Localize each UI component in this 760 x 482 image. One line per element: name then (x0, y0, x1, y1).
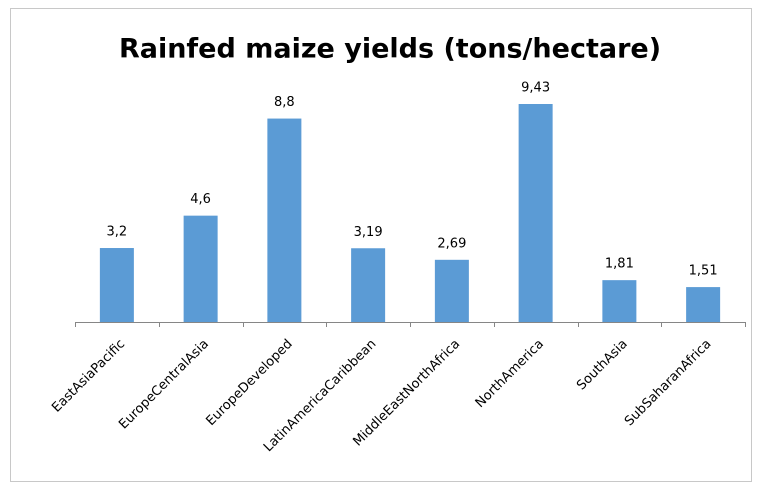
value-label: 1,81 (605, 257, 634, 272)
value-label: 2,69 (437, 236, 466, 251)
value-label: 9,43 (521, 81, 550, 96)
value-label: 1,51 (689, 264, 718, 279)
bar (99, 248, 134, 322)
bar (267, 118, 302, 323)
value-label: 4,6 (190, 192, 211, 207)
bar (686, 287, 721, 322)
bar (351, 248, 386, 322)
value-label: 3,19 (354, 225, 383, 240)
chart-border (10, 8, 752, 482)
value-label: 8,8 (274, 95, 295, 110)
bar (183, 215, 218, 322)
chart-title: Rainfed maize yields (tons/hectare) (119, 34, 661, 65)
bar (434, 259, 469, 322)
bar (518, 104, 553, 322)
value-label: 3,2 (107, 225, 128, 240)
bar (602, 280, 637, 322)
